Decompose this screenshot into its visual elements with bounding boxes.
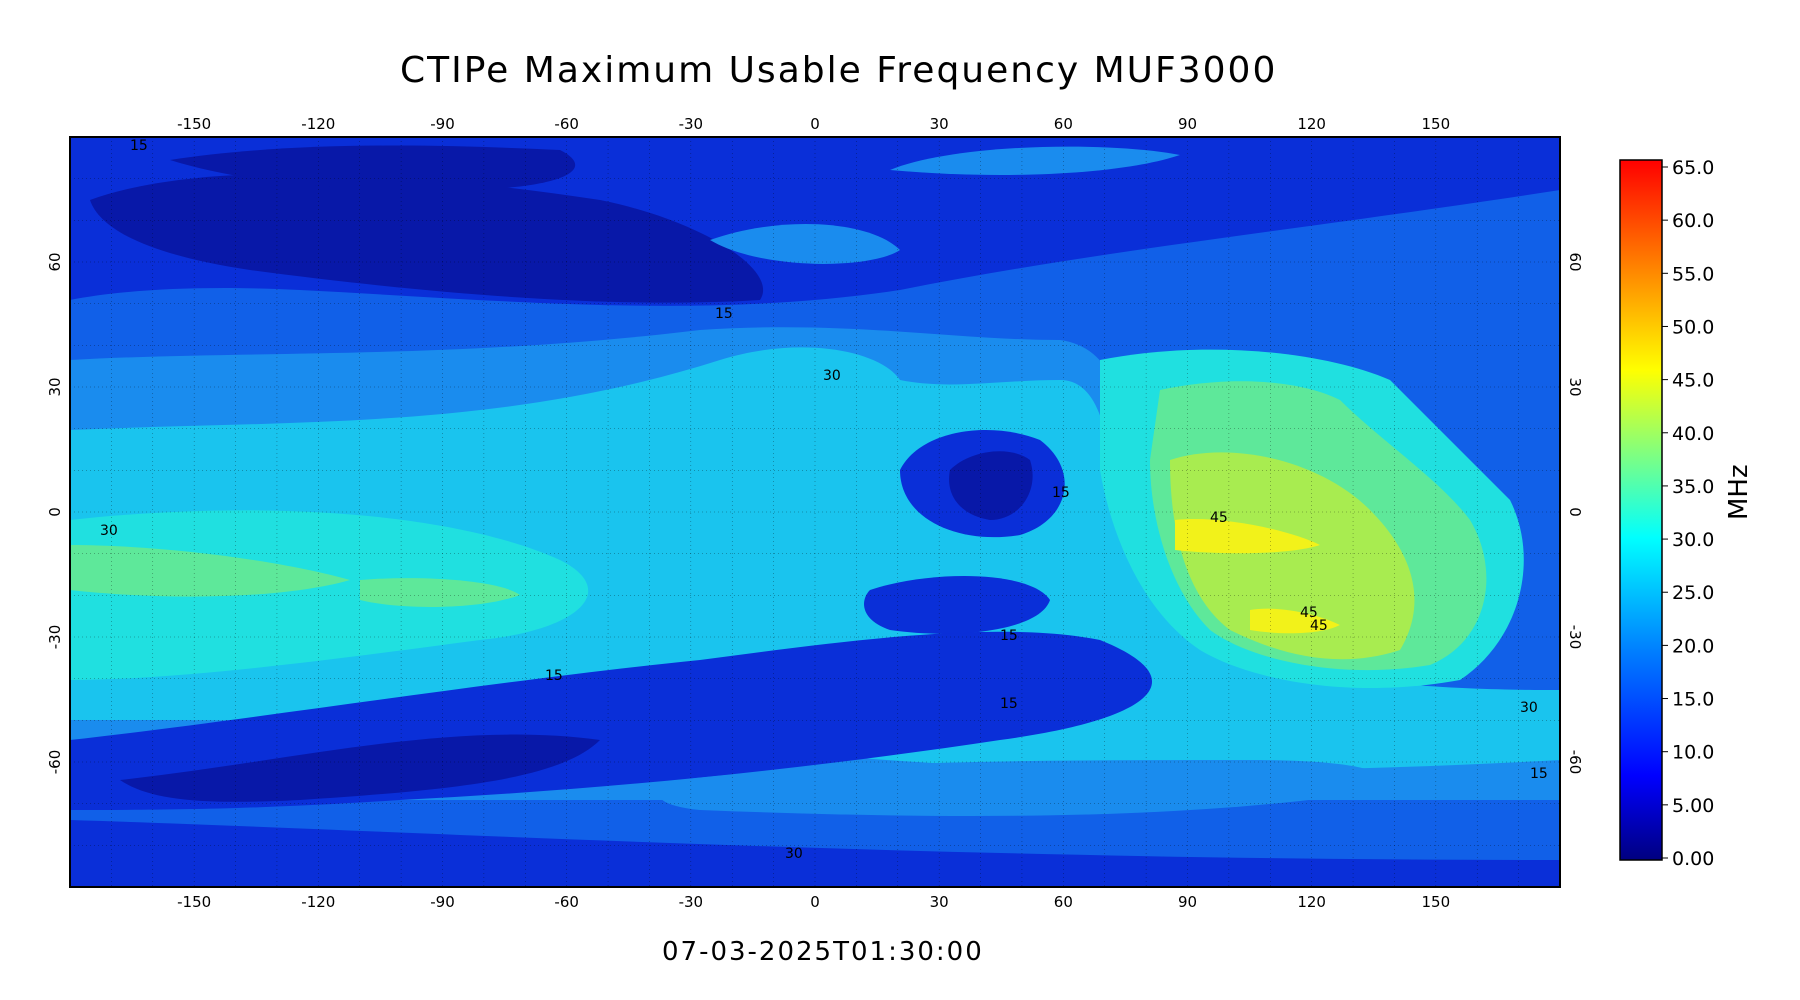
contour-label: 15 xyxy=(545,668,563,684)
latitude-ticks-left: 60 30 0 -30 -60 xyxy=(46,252,64,774)
lon-tick-label: 30 xyxy=(930,893,949,911)
colorbar-tick-label: 20.0 xyxy=(1672,635,1714,657)
graticule xyxy=(70,137,1560,887)
lon-tick-label: -90 xyxy=(430,893,455,911)
lat-tick-label: -30 xyxy=(46,625,64,650)
lon-tick-label: -120 xyxy=(301,115,335,133)
lon-tick-label: -90 xyxy=(430,115,455,133)
contour-label: 15 xyxy=(715,306,733,322)
contour-green-patch-west xyxy=(70,545,350,597)
colorbar-tick-label: 15.0 xyxy=(1672,689,1714,711)
lon-tick-label: 60 xyxy=(1054,115,1073,133)
lon-tick-label: -60 xyxy=(554,893,579,911)
lon-tick-label: -150 xyxy=(177,115,211,133)
colorbar-tick-label: 5.00 xyxy=(1672,795,1714,817)
lon-tick-label: 90 xyxy=(1178,115,1197,133)
lon-tick-label: 90 xyxy=(1178,893,1197,911)
lon-tick-label: 0 xyxy=(810,893,820,911)
contour-label: 15 xyxy=(1000,628,1018,644)
contour-label: 15 xyxy=(130,138,148,154)
lon-tick-label: -150 xyxy=(177,893,211,911)
contour-label: 45 xyxy=(1300,605,1318,621)
lat-tick-label: 60 xyxy=(46,252,64,271)
contour-arctic-low2 xyxy=(170,145,576,190)
lon-tick-label: 120 xyxy=(1297,893,1326,911)
colorbar-unit: MHz xyxy=(1724,464,1754,520)
timestamp: 07-03-2025T01:30:00 xyxy=(662,937,984,967)
contour-arctic-cyan xyxy=(890,146,1180,175)
contour-antarctic-band xyxy=(659,760,1385,816)
contour-arctic-low xyxy=(90,173,764,303)
colorbar-tick-label: 30.0 xyxy=(1672,529,1714,551)
contour-label: 15 xyxy=(1000,696,1018,712)
colorbar-tick-label: 40.0 xyxy=(1672,423,1714,445)
colorbar-tick-label: 25.0 xyxy=(1672,582,1714,604)
lat-tick-label: 0 xyxy=(1566,507,1584,517)
contour-label: 30 xyxy=(785,846,803,862)
colorbar-ticks: 65.0 60.0 55.0 50.0 45.0 40.0 35.0 30.0 25.0 20.0… xyxy=(1662,157,1714,870)
colorbar-tick-label: 50.0 xyxy=(1672,316,1714,338)
colorbar xyxy=(1619,159,1663,861)
colorbar-tick-label: 0.00 xyxy=(1672,848,1714,870)
colorbar-tick-label: 45.0 xyxy=(1672,370,1714,392)
lat-tick-label: 60 xyxy=(1566,252,1584,271)
colorbar-tick-label: 10.0 xyxy=(1672,742,1714,764)
lon-tick-label: 150 xyxy=(1422,115,1451,133)
lon-tick-label: 120 xyxy=(1297,115,1326,133)
lon-tick-label: -60 xyxy=(554,115,579,133)
colorbar-tick-label: 60.0 xyxy=(1672,210,1714,232)
contour-europe-cyan xyxy=(710,223,900,264)
lon-tick-label: 30 xyxy=(930,115,949,133)
contour-asia-high-40 xyxy=(1170,452,1415,660)
colorbar-tick-label: 35.0 xyxy=(1672,476,1714,498)
contour-south-deep xyxy=(120,734,600,802)
colorbar-tick-label: 55.0 xyxy=(1672,263,1714,285)
latitude-ticks-right: 60 30 0 -30 -60 xyxy=(1566,252,1584,774)
lat-tick-label: 0 xyxy=(46,507,64,517)
contour-africa-low-core xyxy=(949,451,1033,520)
longitude-ticks-bottom: -150 -120 -90 -60 -30 0 30 60 90 120 150 xyxy=(177,893,1450,911)
lon-tick-label: 150 xyxy=(1422,893,1451,911)
lon-tick-label: -30 xyxy=(679,115,704,133)
contour-label: 45 xyxy=(1210,510,1228,526)
contour-label: 30 xyxy=(1520,700,1538,716)
contour-peak-equator xyxy=(1175,519,1320,554)
longitude-ticks-top: -150 -120 -90 -60 -30 0 30 60 90 120 150 xyxy=(177,115,1450,133)
colorbar-tick-label: 65.0 xyxy=(1672,157,1714,179)
lon-tick-label: -30 xyxy=(679,893,704,911)
lat-tick-label: -60 xyxy=(46,750,64,775)
contour-label: 30 xyxy=(100,523,118,539)
contour-label: 15 xyxy=(1052,485,1070,501)
contour-madagascar-low xyxy=(864,576,1050,634)
lon-tick-label: 0 xyxy=(810,115,820,133)
chart-title: CTIPe Maximum Usable Frequency MUF3000 xyxy=(400,50,1278,91)
contour-label: 30 xyxy=(823,368,841,384)
lat-tick-label: 30 xyxy=(46,377,64,396)
lon-tick-label: -120 xyxy=(301,893,335,911)
contour-label: 45 xyxy=(1310,618,1328,634)
lat-tick-label: -60 xyxy=(1566,750,1584,775)
contour-label: 15 xyxy=(1530,766,1548,782)
lon-tick-label: 60 xyxy=(1054,893,1073,911)
lat-tick-label: -30 xyxy=(1566,625,1584,650)
contour-green-patch-mid xyxy=(360,578,520,607)
contour-peak-australia xyxy=(1250,608,1340,634)
contour-aqua-patch xyxy=(70,510,589,680)
lat-tick-label: 30 xyxy=(1566,377,1584,396)
